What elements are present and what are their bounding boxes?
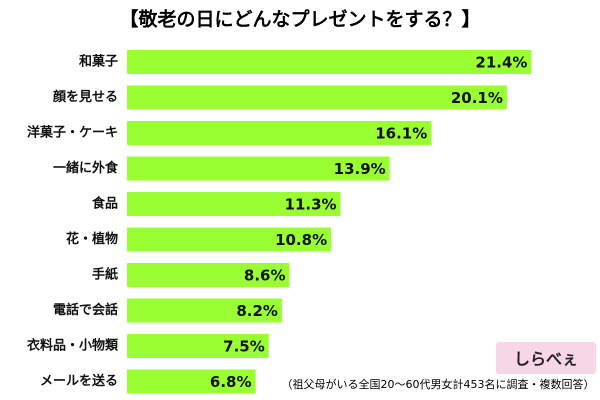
category-label: 衣料品・小物類 (27, 338, 119, 354)
logo-box (496, 342, 596, 374)
bar (127, 50, 532, 74)
bar (127, 192, 341, 216)
bar (127, 334, 269, 358)
value-label: 20.1% (451, 89, 503, 107)
category-label: メールを送る (40, 373, 118, 389)
category-label: 電話で会話 (53, 302, 118, 318)
category-label: 手紙 (92, 267, 118, 283)
bar (127, 298, 282, 323)
category-label: 一緒に外食 (53, 160, 119, 176)
chart-title: 【敬老の日にどんなプレゼントをする？】 (119, 8, 480, 31)
category-label: 和菓子 (79, 54, 118, 70)
bar (127, 263, 290, 287)
value-label: 16.1% (375, 125, 427, 143)
value-label: 6.8% (210, 373, 252, 391)
bar (127, 156, 390, 181)
bar (127, 227, 332, 252)
bar (127, 121, 432, 145)
category-label: 顔を見せる (52, 89, 118, 105)
bar (127, 85, 507, 110)
value-label: 7.5% (223, 338, 265, 356)
value-label: 21.4% (475, 54, 527, 72)
value-label: 13.9% (334, 160, 386, 178)
value-label: 8.2% (236, 302, 278, 320)
value-label: 10.8% (275, 231, 327, 249)
category-label: 花・植物 (66, 231, 118, 247)
value-label: 8.6% (244, 267, 286, 285)
category-label: 食品 (92, 196, 118, 212)
note: （祖父母がいる全国20～60代男女計453名に調査・複数回答） (282, 377, 595, 391)
value-label: 11.3% (285, 196, 337, 214)
logo: しらべぇ (514, 350, 578, 369)
bar (127, 369, 256, 394)
category-label: 洋菓子・ケーキ (27, 125, 118, 141)
